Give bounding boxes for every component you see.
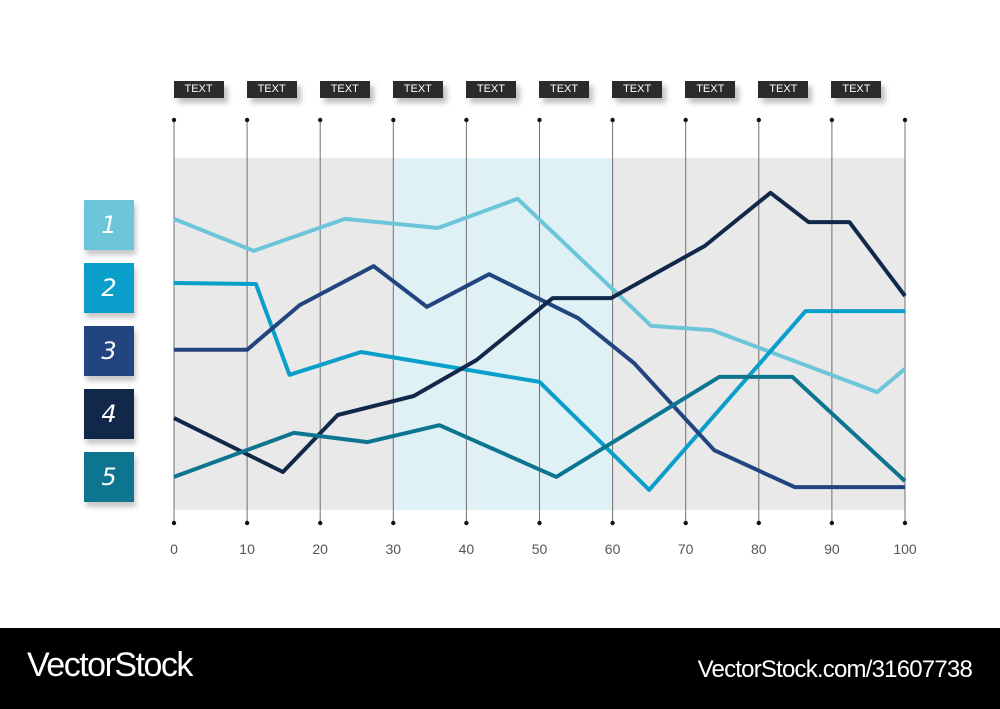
x-tick-label: 30	[385, 541, 402, 557]
highlight-band	[393, 158, 613, 510]
top-label: TEXT	[246, 81, 297, 98]
top-label: TEXT	[173, 81, 224, 98]
legend-item-4: 4	[84, 389, 134, 439]
grid-bottom-dot	[171, 520, 177, 526]
grid-bottom-dot	[244, 520, 250, 526]
grid-top-dot	[537, 117, 542, 123]
footer-bar: VectorStock VectorStock.com/31607738	[0, 628, 1000, 709]
grid-top-dot	[829, 117, 835, 123]
grid-bottom-dot	[756, 520, 761, 526]
top-label: TEXT	[612, 81, 663, 98]
series-line-2	[173, 281, 905, 492]
grid-bottom-dot	[537, 520, 542, 526]
grid-top-dot	[244, 117, 250, 123]
grid-top-dot	[464, 117, 469, 123]
x-tick-label: 40	[458, 541, 475, 557]
series-line-3	[174, 264, 905, 490]
legend-item-2: 2	[84, 263, 134, 313]
series-line-1	[173, 196, 907, 395]
grid-bottom-dot	[391, 520, 396, 526]
top-label: TEXT	[392, 81, 443, 98]
image-url: VectorStock.com/31607738	[697, 656, 973, 683]
brand-logo: VectorStock	[27, 646, 193, 684]
grid-top-dot	[318, 117, 323, 123]
x-tick-label: 80	[751, 541, 767, 557]
grid-bottom-dot	[683, 520, 688, 526]
grid-top-dot	[391, 117, 396, 123]
top-label: TEXT	[831, 81, 882, 98]
top-label: TEXT	[685, 81, 736, 98]
x-tick-label: 60	[604, 541, 621, 557]
series-line-4	[173, 190, 907, 474]
legend-item-1: 1	[84, 200, 134, 250]
top-label: TEXT	[319, 81, 370, 98]
grid-top-dot	[902, 117, 908, 123]
grid-bottom-dot	[464, 520, 469, 526]
grid-top-dot	[610, 117, 615, 123]
line-chart	[171, 117, 908, 526]
x-tick-label: 50	[531, 541, 548, 557]
top-label: TEXT	[539, 81, 590, 98]
x-tick-label: 20	[312, 541, 328, 557]
x-tick-label: 100	[893, 541, 917, 557]
legend-item-3: 3	[84, 326, 134, 376]
legend-item-5: 5	[84, 452, 134, 502]
top-label: TEXT	[465, 81, 516, 98]
top-label: TEXT	[758, 81, 809, 98]
grid-top-dot	[683, 117, 688, 123]
grid-top-dot	[171, 117, 177, 123]
grid-bottom-dot	[829, 520, 835, 526]
x-tick-label: 0	[170, 541, 178, 557]
grid-bottom-dot	[610, 520, 615, 526]
grid-bottom-dot	[902, 520, 908, 526]
grid-bottom-dot	[318, 520, 323, 526]
chart-area: TEXT TEXT TEXT TEXT TEXT TEXT TEXT TEXT TEXT TEXT…	[84, 81, 917, 557]
x-tick-label: 10	[239, 541, 255, 557]
x-tick-label: 90	[824, 541, 840, 557]
series-line-5	[173, 374, 907, 483]
x-tick-label: 70	[677, 541, 694, 557]
grid-top-dot	[756, 117, 761, 123]
